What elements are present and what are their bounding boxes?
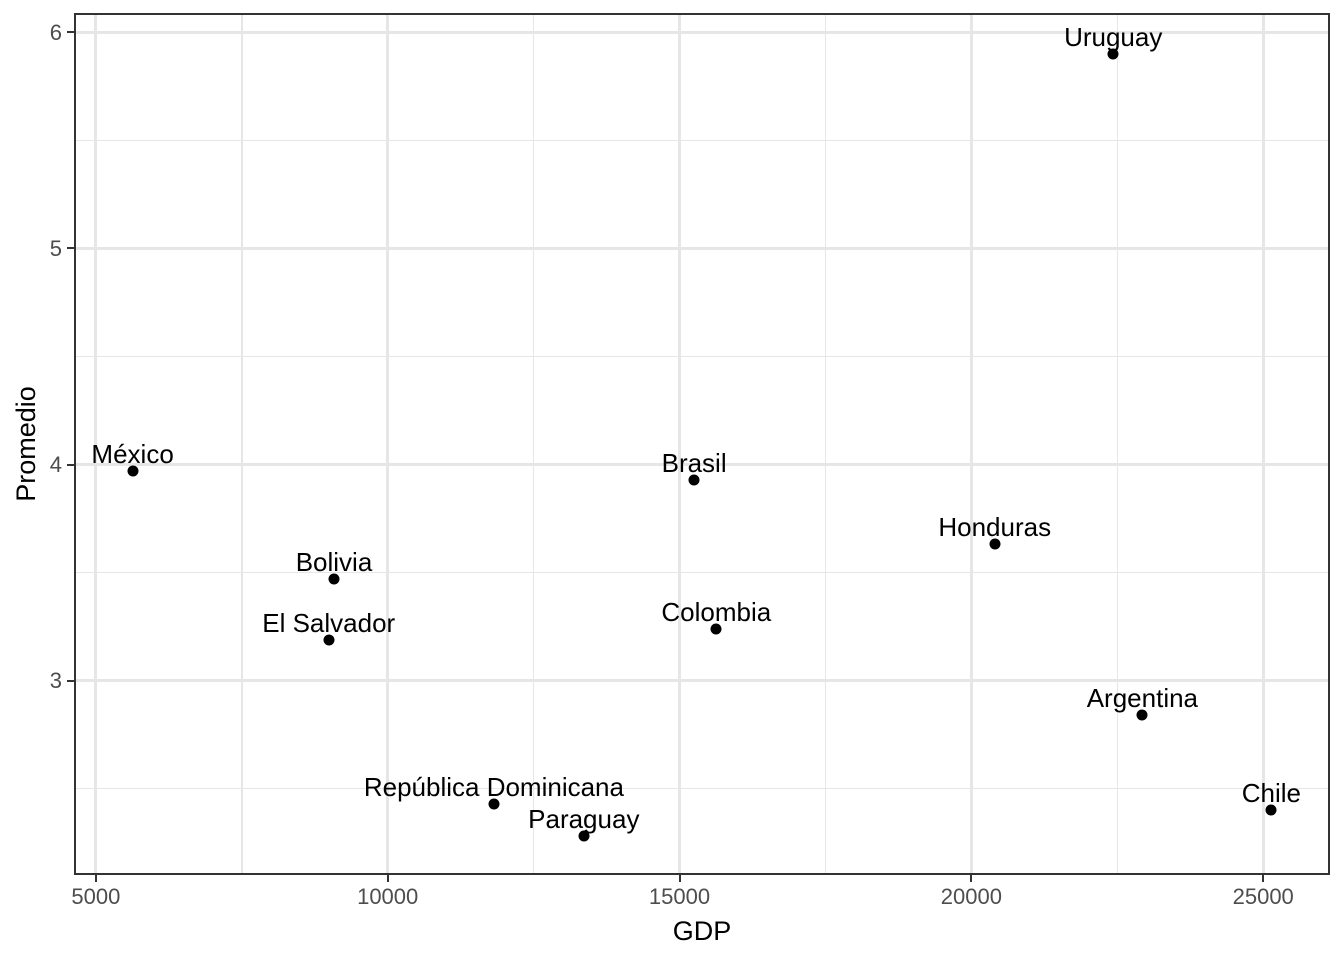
y-axis-tick xyxy=(67,463,74,466)
point-label: Honduras xyxy=(938,512,1052,543)
y-axis-tick xyxy=(67,247,74,250)
gridline-x-major xyxy=(94,15,98,873)
data-point xyxy=(989,538,1001,550)
gridline-y-major xyxy=(76,246,1328,250)
y-axis-tick-label: 6 xyxy=(49,19,62,45)
x-axis-tick xyxy=(1262,875,1265,882)
data-point xyxy=(1136,709,1148,721)
y-axis-title: Promedio xyxy=(11,386,41,502)
point-label: Uruguay xyxy=(1064,21,1163,52)
y-axis-tick xyxy=(67,679,74,682)
x-axis-tick-label: 25000 xyxy=(1232,884,1294,909)
y-axis-tick-label: 5 xyxy=(49,235,62,261)
x-axis-tick-label: 5000 xyxy=(71,884,121,909)
point-label: México xyxy=(91,439,174,469)
point-label: Bolivia xyxy=(295,547,373,578)
data-point xyxy=(1265,804,1277,816)
x-axis-tick-label: 15000 xyxy=(648,884,711,909)
x-axis-tick xyxy=(94,875,97,882)
x-axis-title: GDP xyxy=(672,916,732,946)
gridline-y-minor xyxy=(76,787,1328,790)
gridline-y-minor xyxy=(76,355,1328,358)
gridline-y-major xyxy=(76,679,1328,683)
x-axis-tick-label: 20000 xyxy=(940,884,1002,909)
gridline-y-major xyxy=(76,463,1328,467)
data-point xyxy=(127,465,139,477)
plot-panel: México Bolivia El Salvador República Domini… xyxy=(74,13,1330,875)
data-point xyxy=(488,798,500,810)
data-point xyxy=(578,830,590,842)
gridline-x-major xyxy=(1261,15,1265,873)
x-axis-tick xyxy=(970,875,973,882)
point-label: Brasil xyxy=(661,447,727,478)
point-label: Argentina xyxy=(1086,683,1199,714)
gridline-y-minor xyxy=(76,571,1328,574)
gridline-x-minor xyxy=(824,15,827,873)
gridline-x-minor xyxy=(1116,15,1119,873)
point-label: Colombia xyxy=(661,596,772,627)
y-axis-tick-label: 3 xyxy=(49,668,62,694)
gridline-x-major xyxy=(678,15,682,873)
x-axis-tick-label: 10000 xyxy=(357,884,419,909)
point-label: El Salvador xyxy=(262,607,396,638)
y-axis-tick-label: 4 xyxy=(49,452,62,478)
data-point xyxy=(710,623,722,635)
gridline-x-minor xyxy=(532,15,535,873)
point-label: Paraguay xyxy=(528,804,640,835)
data-point xyxy=(1107,48,1119,60)
point-label: República Dominicana xyxy=(363,771,624,802)
gridline-y-minor xyxy=(76,139,1328,142)
data-point xyxy=(688,474,700,486)
gridline-x-minor xyxy=(241,15,243,873)
gridline-x-major xyxy=(386,15,390,873)
gridline-x-major xyxy=(969,15,973,873)
data-point xyxy=(328,573,340,585)
x-axis-tick xyxy=(678,875,681,882)
x-axis-tick xyxy=(386,875,389,882)
y-axis-tick xyxy=(67,31,74,34)
data-point xyxy=(323,634,335,646)
gridline-y-major xyxy=(76,30,1328,34)
point-label: Chile xyxy=(1241,778,1301,809)
